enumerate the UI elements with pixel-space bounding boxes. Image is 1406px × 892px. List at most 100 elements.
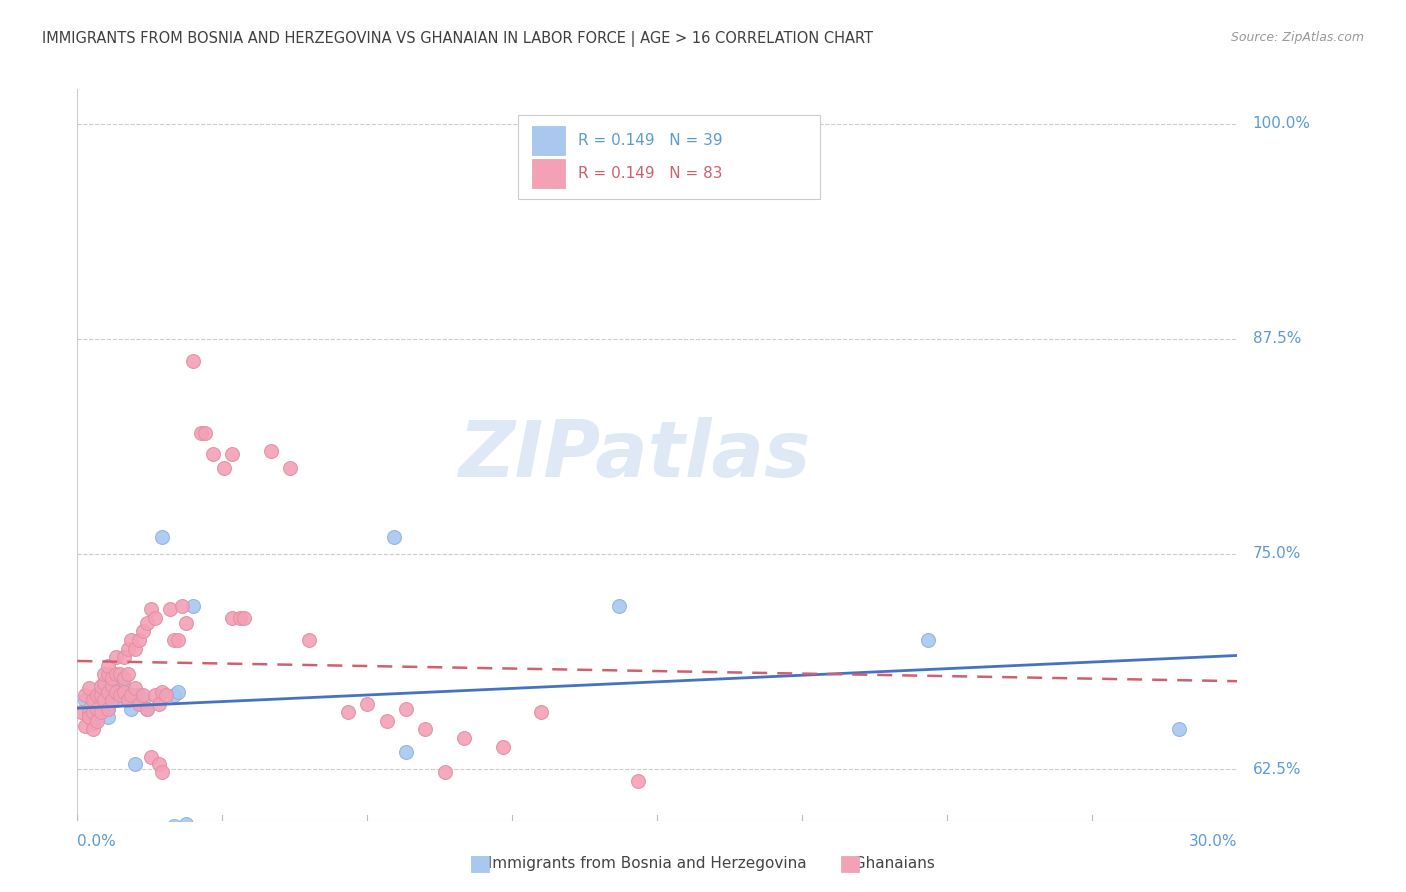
Point — [395, 745, 418, 759]
Point — [86, 710, 108, 724]
Point — [183, 354, 205, 368]
Point — [93, 676, 115, 690]
Point — [221, 447, 243, 461]
FancyBboxPatch shape — [531, 126, 565, 155]
Point — [124, 756, 146, 771]
Text: ZIPatlas: ZIPatlas — [458, 417, 810, 493]
Point — [221, 610, 243, 624]
Point — [163, 688, 186, 702]
Point — [82, 723, 104, 737]
Point — [124, 688, 146, 702]
Point — [124, 681, 146, 695]
Point — [163, 819, 186, 833]
Point — [128, 697, 150, 711]
Point — [97, 710, 120, 724]
Point — [112, 650, 135, 665]
Point — [492, 739, 515, 754]
Point — [136, 615, 159, 630]
Point — [174, 817, 197, 831]
Point — [152, 684, 174, 698]
Point — [82, 693, 104, 707]
Point — [101, 681, 124, 695]
Point — [70, 705, 93, 719]
Point — [214, 460, 236, 475]
Point — [93, 693, 115, 707]
Text: R = 0.149   N = 83: R = 0.149 N = 83 — [578, 166, 723, 181]
Point — [382, 530, 406, 544]
Text: Immigrants from Bosnia and Herzegovina: Immigrants from Bosnia and Herzegovina — [478, 856, 807, 871]
Point — [152, 765, 174, 780]
Point — [139, 602, 162, 616]
Point — [413, 723, 436, 737]
Point — [108, 688, 131, 702]
Point — [117, 693, 139, 707]
Point — [155, 688, 177, 702]
Point — [433, 765, 456, 780]
Text: 87.5%: 87.5% — [1253, 331, 1301, 346]
Point — [105, 693, 127, 707]
Point — [97, 702, 120, 716]
Point — [166, 684, 188, 698]
Text: 0.0%: 0.0% — [77, 834, 117, 849]
Point — [90, 702, 111, 716]
Point — [77, 702, 100, 716]
Point — [260, 443, 283, 458]
Point — [395, 702, 418, 716]
Text: Ghanaians: Ghanaians — [844, 856, 935, 871]
Point — [232, 610, 254, 624]
FancyBboxPatch shape — [517, 115, 820, 199]
Point — [148, 697, 170, 711]
Point — [152, 530, 174, 544]
Point — [124, 641, 146, 656]
Text: Source: ZipAtlas.com: Source: ZipAtlas.com — [1230, 31, 1364, 45]
Point — [82, 705, 104, 719]
Point — [82, 705, 104, 719]
Text: 62.5%: 62.5% — [1253, 762, 1301, 777]
Point — [166, 632, 188, 647]
Point — [117, 641, 139, 656]
Point — [201, 447, 224, 461]
Point — [139, 750, 162, 764]
Point — [97, 702, 120, 716]
Point — [159, 602, 181, 616]
Point — [77, 681, 100, 695]
Point — [194, 426, 217, 441]
Point — [128, 688, 150, 702]
Point — [105, 688, 127, 702]
Point — [117, 693, 139, 707]
Point — [108, 667, 131, 681]
Point — [170, 599, 193, 613]
Point — [453, 731, 475, 745]
Point — [337, 705, 360, 719]
Point — [90, 705, 111, 719]
Point — [917, 632, 939, 647]
Point — [121, 632, 143, 647]
Point — [228, 610, 252, 624]
Point — [121, 702, 143, 716]
Point — [166, 822, 188, 837]
Point — [112, 671, 135, 685]
Point — [159, 822, 181, 837]
Point — [1168, 723, 1191, 737]
Point — [86, 688, 108, 702]
Point — [101, 693, 124, 707]
Point — [132, 624, 155, 639]
Point — [190, 426, 212, 441]
Point — [174, 615, 197, 630]
Point — [101, 671, 124, 685]
Point — [105, 667, 127, 681]
Point — [82, 715, 104, 730]
Point — [356, 697, 378, 711]
Point — [298, 632, 321, 647]
Point — [607, 599, 630, 613]
Point — [375, 714, 398, 728]
Point — [530, 705, 553, 719]
Point — [105, 650, 127, 665]
Point — [75, 693, 96, 707]
Point — [112, 684, 135, 698]
Point — [148, 756, 170, 771]
Point — [77, 710, 100, 724]
Point — [90, 684, 111, 698]
Point — [93, 693, 115, 707]
Point — [90, 680, 111, 694]
